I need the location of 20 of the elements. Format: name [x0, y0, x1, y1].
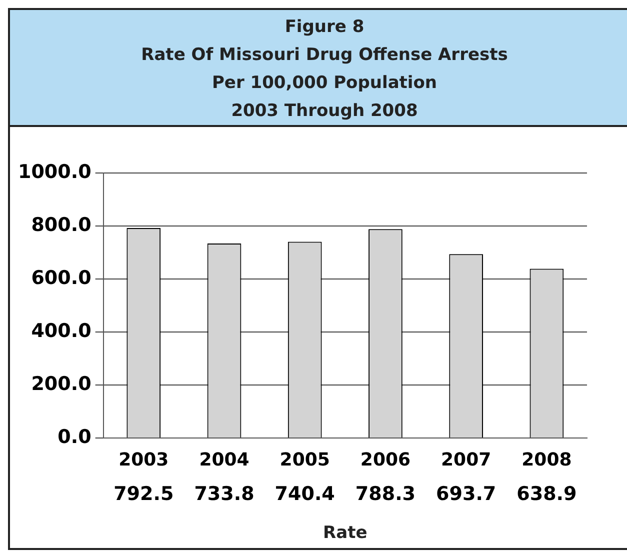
x-tick-label: 2006 [360, 449, 411, 470]
x-axis-title: Rate [323, 523, 368, 544]
x-tick-label: 2007 [441, 449, 492, 470]
data-label: 740.4 [274, 482, 335, 505]
chart-title: Figure 8 Rate Of Missouri Drug Offense Arrests Per 100,000 Population 2003 Through 2008 [10, 10, 627, 127]
y-tick-label: 0.0 [58, 426, 92, 448]
data-label: 792.5 [114, 482, 174, 505]
x-tick-label: 2004 [199, 449, 250, 470]
x-tick-label: 2003 [118, 449, 169, 470]
x-tick-label: 2008 [522, 449, 572, 470]
y-tick-label: 1000.0 [18, 160, 92, 183]
y-tick-label: 800.0 [31, 214, 92, 236]
x-tick-label: 2005 [280, 449, 330, 470]
y-tick-label: 600.0 [31, 266, 92, 289]
y-tick-label: 400.0 [31, 320, 92, 342]
data-label: 638.9 [516, 482, 577, 505]
data-label: 788.3 [355, 482, 416, 505]
data-label: 693.7 [436, 482, 496, 505]
data-label: 733.8 [194, 482, 254, 505]
y-tick-label: 200.0 [31, 372, 92, 395]
